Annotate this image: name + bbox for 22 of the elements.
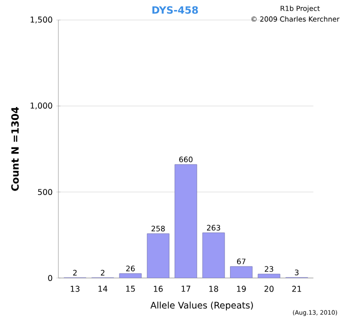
bar bbox=[202, 232, 225, 278]
y-tick-label: 1,000 bbox=[30, 102, 52, 110]
chart-title: DYS-458 bbox=[152, 6, 198, 14]
bar bbox=[119, 273, 142, 278]
y-tick-label: 0 bbox=[48, 274, 52, 282]
x-tick-label: 17 bbox=[182, 286, 190, 292]
y-tick-label: 1,500 bbox=[30, 16, 52, 24]
bar bbox=[146, 233, 170, 278]
x-tick-label: 14 bbox=[98, 286, 108, 292]
y-tick-label: 500 bbox=[38, 188, 52, 196]
x-tick-label: 20 bbox=[264, 286, 274, 292]
x-tick-label: 21 bbox=[292, 286, 302, 292]
x-tick-label: 16 bbox=[154, 286, 163, 292]
y-axis-title: Count N =1304 bbox=[11, 107, 19, 191]
x-tick-label: 18 bbox=[209, 286, 218, 292]
bar bbox=[258, 274, 280, 278]
bar bbox=[230, 266, 252, 278]
x-tick-label: 19 bbox=[237, 286, 246, 292]
bar bbox=[174, 164, 198, 278]
x-tick-label: 13 bbox=[70, 286, 80, 292]
x-axis-title: Allele Values (Repeats) bbox=[150, 302, 253, 310]
x-tick-label: 15 bbox=[126, 286, 135, 292]
